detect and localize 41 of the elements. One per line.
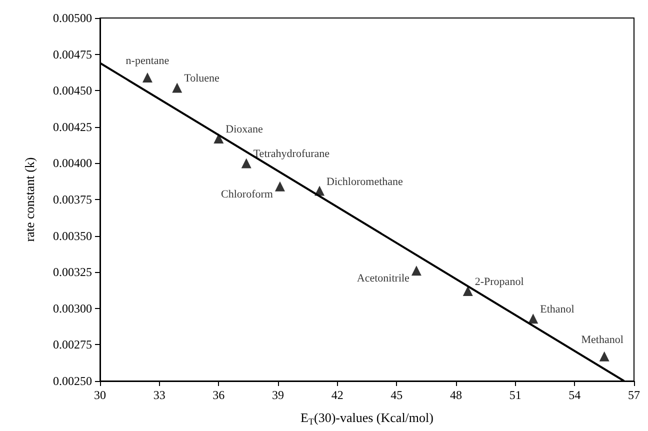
y-tick-label: 0.00300 [53, 301, 92, 316]
annotation: 2-Propanol [474, 276, 524, 288]
point [241, 158, 252, 168]
annotation: n-pentane [126, 55, 170, 68]
y-tick-label: 0.00475 [53, 47, 92, 62]
y-tick-label: 0.00250 [53, 374, 92, 388]
y-tick-label: 0.00325 [53, 265, 92, 280]
x-tick-label: 42 [331, 388, 344, 402]
point [462, 286, 473, 296]
annotation: Chloroform [221, 188, 274, 200]
annotation: Acetonitrile [356, 272, 410, 285]
x-tick-label: 30 [94, 388, 106, 402]
x-tick-label: 48 [450, 388, 462, 402]
point [528, 314, 538, 324]
annotation: Methanol [581, 334, 624, 346]
x-tick-label: 33 [153, 388, 166, 402]
x-tick-label: 36 [212, 388, 225, 402]
y-axis-title: rate constant (k) [22, 157, 37, 242]
point [274, 181, 285, 192]
x-tick-label: 39 [272, 388, 284, 402]
y-tick-label: 0.00350 [53, 228, 92, 243]
y-tick-label: 0.00275 [53, 338, 92, 352]
point [411, 266, 422, 276]
point [172, 82, 182, 93]
x-tick-label: 45 [390, 388, 403, 402]
annotation: Dichloromethane [326, 176, 404, 188]
y-tick-label: 0.00450 [53, 84, 92, 98]
point [214, 134, 224, 144]
annotation: Tetrahydrofurane [253, 148, 330, 160]
y-tick-label: 0.00500 [53, 11, 92, 25]
x-tick-label: 54 [568, 388, 581, 402]
annotation: Ethanol [540, 304, 574, 316]
y-tick-label: 0.00425 [53, 120, 92, 134]
x-tick-label: 57 [628, 388, 640, 402]
annotation: Dioxane [226, 124, 264, 136]
y-tick-label: 0.00375 [53, 192, 92, 206]
point [599, 351, 610, 362]
x-tick-label: 51 [509, 388, 522, 402]
point [142, 72, 152, 83]
annotation: Toluene [184, 72, 220, 85]
y-tick-label: 0.00400 [53, 156, 92, 170]
